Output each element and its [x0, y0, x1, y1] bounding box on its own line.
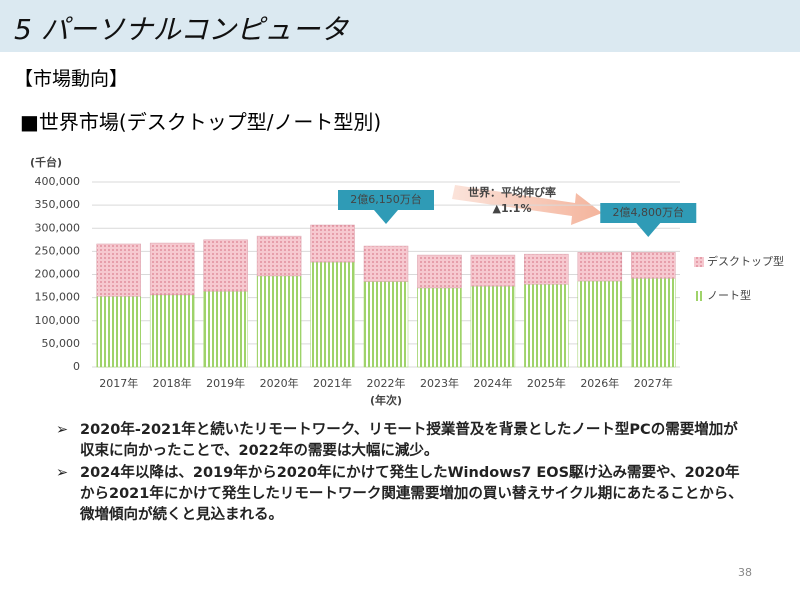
annotation: ▲1.1% [493, 202, 532, 215]
callout-arrow [374, 210, 398, 224]
x-tick-label: 2027年 [634, 376, 673, 390]
legend-label: ノート型 [707, 288, 751, 302]
legend-swatch [694, 257, 704, 267]
bar-segment [96, 295, 141, 368]
y-tick-label: 350,000 [35, 198, 81, 211]
bar-segment [203, 290, 248, 368]
x-tick-label: 2021年 [313, 376, 352, 390]
y-unit-label: (千台) [30, 155, 62, 169]
bar-segment [310, 261, 355, 368]
x-tick-label: 2026年 [580, 376, 619, 390]
y-tick-label: 200,000 [35, 268, 81, 281]
bar-segment [363, 281, 409, 368]
bar-segment [524, 253, 569, 285]
x-tick-label: 2022年 [367, 376, 406, 390]
y-tick-label: 300,000 [35, 221, 81, 234]
subtitle: ■世界市場(デスクトップ型/ノート型別) [20, 110, 382, 134]
bar-segment [577, 252, 623, 282]
bar-segment [96, 243, 141, 297]
page-number: 38 [738, 566, 752, 579]
callout-box [338, 190, 434, 210]
bar-segment [470, 285, 516, 368]
x-tick-label: 2025年 [527, 376, 566, 390]
legend-label: デスクトップ型 [707, 254, 784, 268]
title: 5 パーソナルコンピュータ [14, 13, 349, 46]
bar-segment [310, 224, 355, 263]
bullet: 2024年以降は、2019年から2020年にかけて発生したWindows7 EO… [50, 463, 750, 526]
bullet: 2020年-2021年と続いたリモートワーク、リモート授業普及を背景としたノート… [50, 420, 750, 462]
bar-segment [577, 280, 623, 368]
y-tick-label: 50,000 [42, 337, 81, 350]
callout-text: 2億6,150万台 [350, 192, 422, 206]
y-tick-label: 150,000 [35, 291, 81, 304]
y-tick-label: 0 [73, 360, 80, 373]
callout-arrow [636, 223, 661, 237]
annotation: 世界：平均伸び率 [468, 185, 556, 199]
callout-text: 2億4,800万台 [613, 205, 685, 219]
bar-segment [149, 242, 195, 296]
callout-box [600, 203, 697, 223]
bar-segment [631, 277, 676, 368]
bar-segment [256, 275, 302, 368]
bar-segment [256, 235, 302, 277]
bar-segment [470, 254, 516, 287]
bar-segment [417, 287, 462, 368]
bar-segment [363, 245, 409, 282]
bar-segment [203, 239, 248, 292]
bar-segment [149, 294, 195, 368]
bar-segment [524, 283, 569, 368]
header: 5 パーソナルコンピュータ [0, 0, 800, 52]
x-axis-label: (年次) [370, 393, 402, 407]
bar-segment [631, 252, 676, 279]
x-tick-label: 2019年 [206, 376, 245, 390]
bullet-list: 2020年-2021年と続いたリモートワーク、リモート授業普及を背景としたノート… [50, 420, 750, 527]
legend-swatch [694, 291, 704, 301]
x-tick-label: 2024年 [473, 376, 512, 390]
y-tick-label: 250,000 [35, 244, 81, 257]
x-tick-label: 2018年 [153, 376, 192, 390]
x-tick-label: 2023年 [420, 376, 459, 390]
section-title: 【市場動向】 [14, 68, 129, 90]
bar-segment [417, 254, 462, 289]
x-tick-label: 2017年 [99, 376, 138, 390]
y-tick-label: 100,000 [35, 314, 81, 327]
chart: (千台) 0 50,000 100,000 150,000 200,000 250,000 3… [30, 155, 784, 407]
x-tick-label: 2020年 [260, 376, 299, 390]
y-tick-label: 400,000 [35, 175, 81, 188]
